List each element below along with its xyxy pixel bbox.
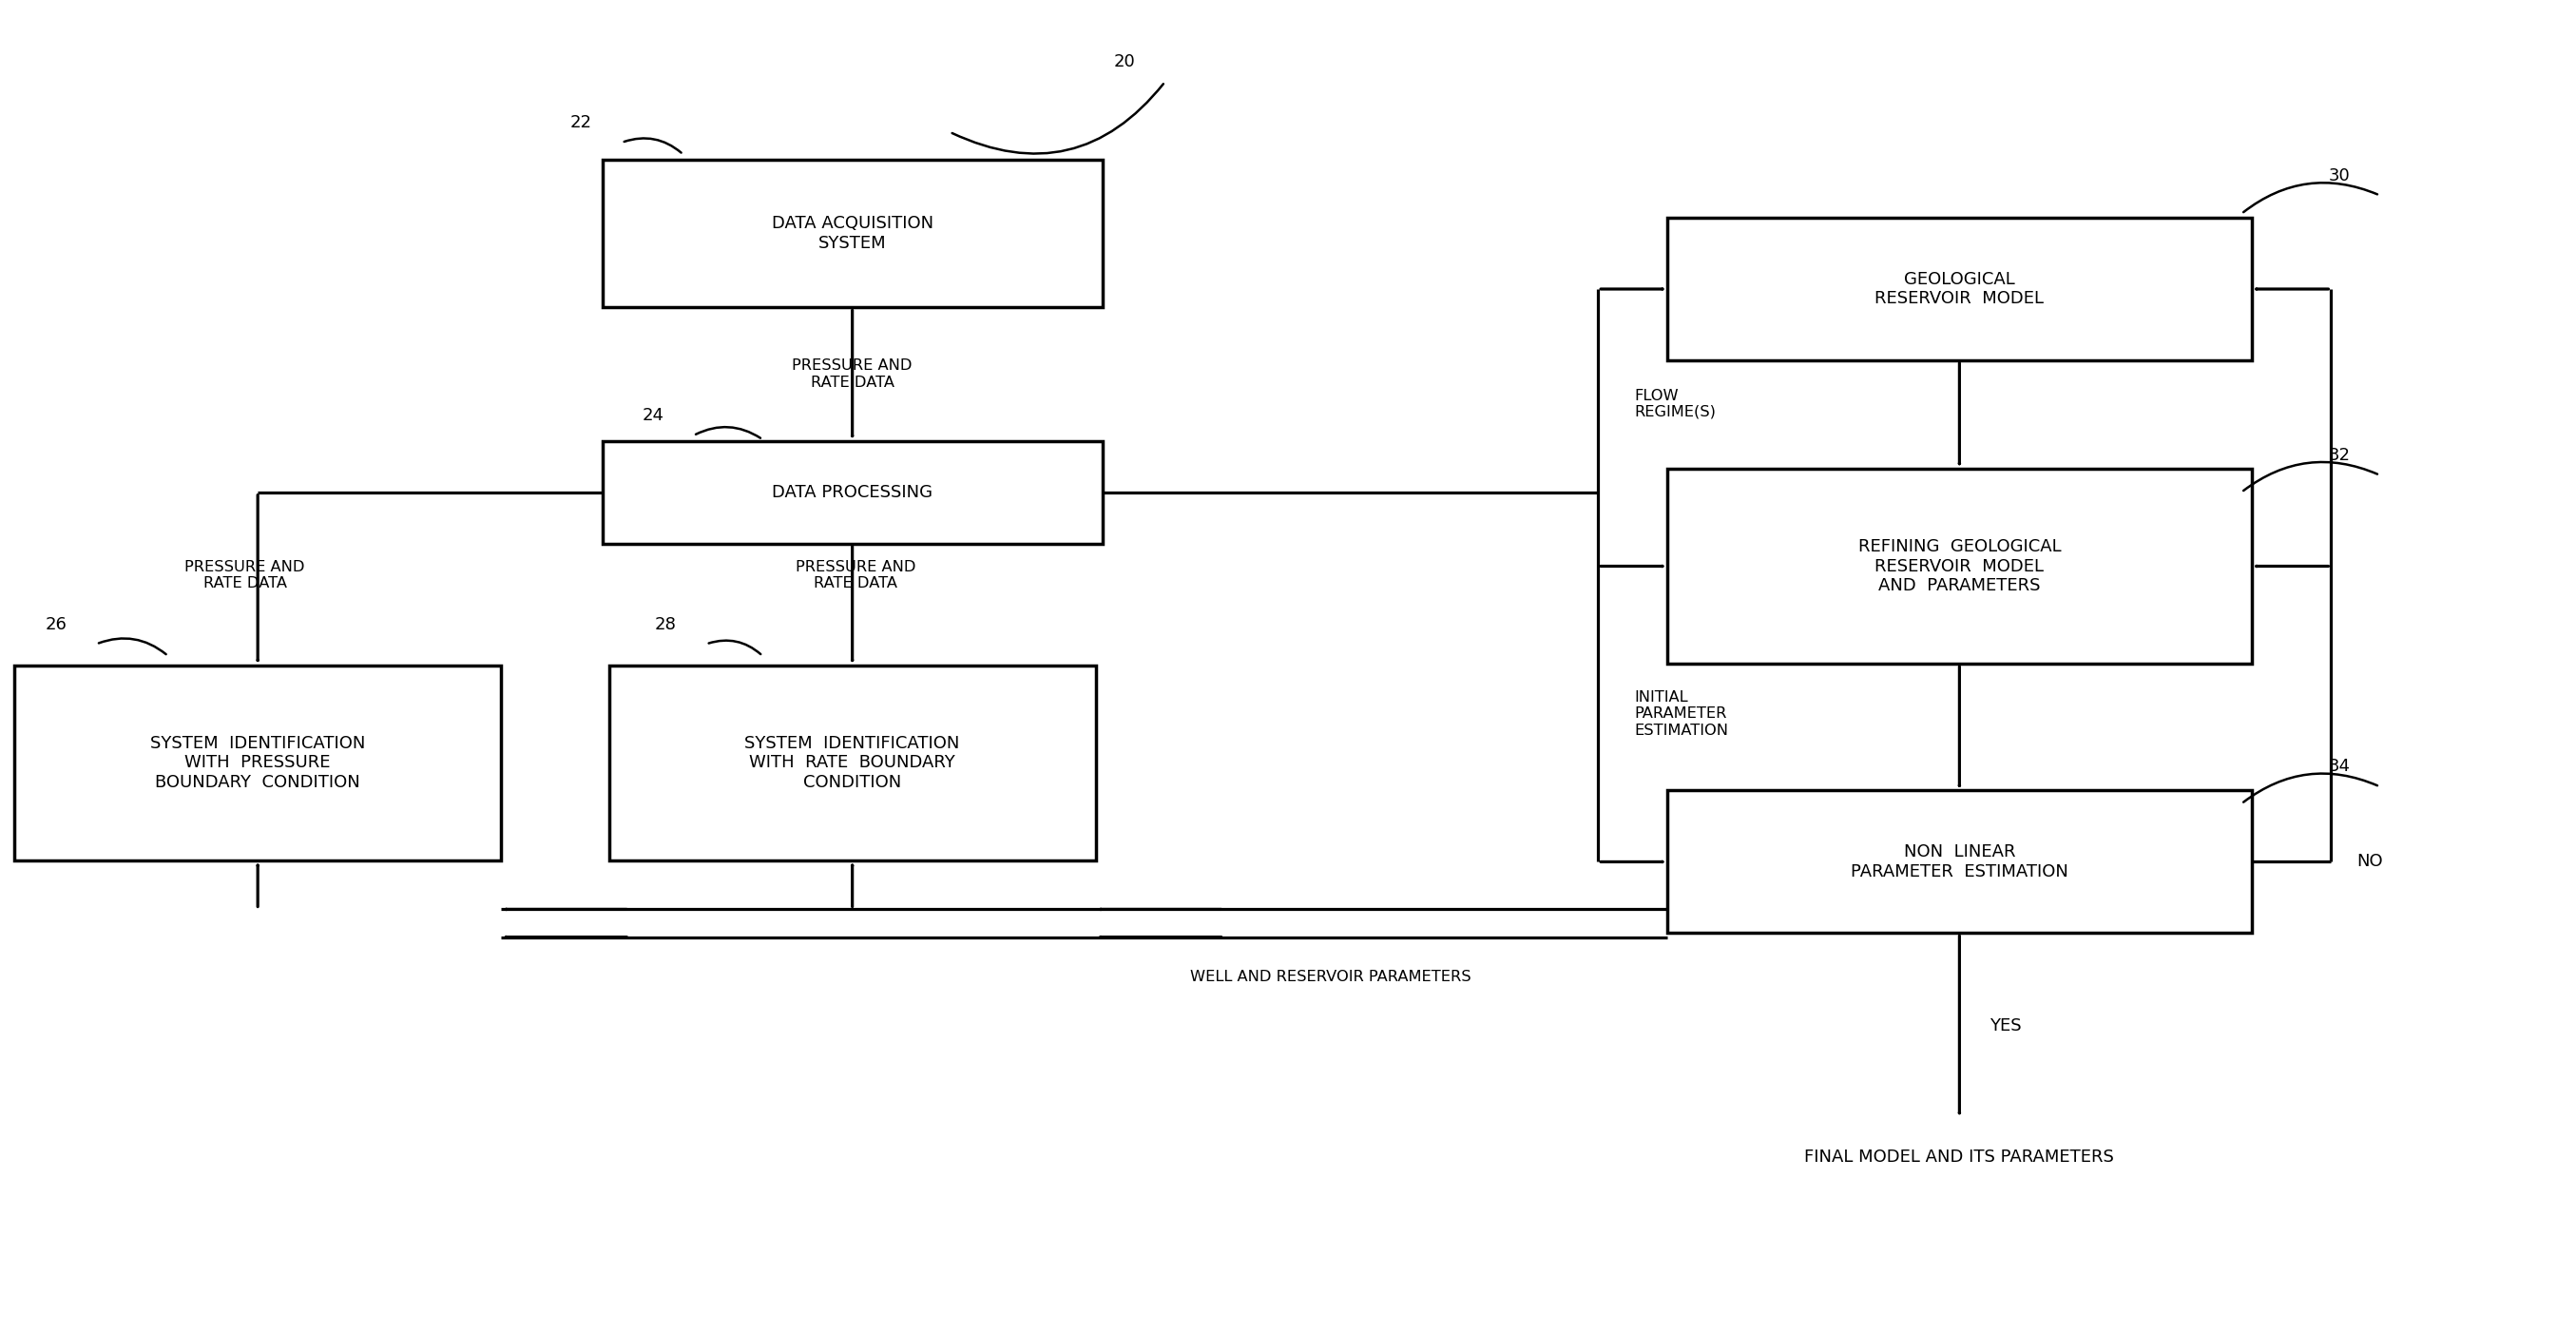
Text: 34: 34 <box>2329 758 2349 776</box>
Text: INITIAL
PARAMETER
ESTIMATION: INITIAL PARAMETER ESTIMATION <box>1633 690 1728 737</box>
Bar <box>608 665 1095 861</box>
Text: 26: 26 <box>44 616 67 633</box>
Text: PRESSURE AND
RATE DATA: PRESSURE AND RATE DATA <box>185 560 304 591</box>
Text: GEOLOGICAL
RESERVOIR  MODEL: GEOLOGICAL RESERVOIR MODEL <box>1875 271 2043 308</box>
Text: DATA PROCESSING: DATA PROCESSING <box>773 484 933 501</box>
Text: FLOW
REGIME(S): FLOW REGIME(S) <box>1633 388 1716 420</box>
Text: NON  LINEAR
PARAMETER  ESTIMATION: NON LINEAR PARAMETER ESTIMATION <box>1850 844 2069 880</box>
Text: SYSTEM  IDENTIFICATION
WITH  PRESSURE
BOUNDARY  CONDITION: SYSTEM IDENTIFICATION WITH PRESSURE BOUN… <box>149 734 366 792</box>
Bar <box>603 441 1103 544</box>
Text: REFINING  GEOLOGICAL
RESERVOIR  MODEL
AND  PARAMETERS: REFINING GEOLOGICAL RESERVOIR MODEL AND … <box>1857 537 2061 595</box>
Text: PRESSURE AND
RATE DATA: PRESSURE AND RATE DATA <box>793 359 912 389</box>
Text: 32: 32 <box>2329 447 2349 464</box>
Text: 30: 30 <box>2329 167 2349 184</box>
Text: NO: NO <box>2357 853 2383 870</box>
Bar <box>603 160 1103 308</box>
Text: FINAL MODEL AND ITS PARAMETERS: FINAL MODEL AND ITS PARAMETERS <box>1806 1149 2115 1166</box>
Text: 20: 20 <box>1113 53 1136 71</box>
Bar <box>15 665 502 861</box>
Bar <box>1667 468 2251 664</box>
Text: SYSTEM  IDENTIFICATION
WITH  RATE  BOUNDARY
CONDITION: SYSTEM IDENTIFICATION WITH RATE BOUNDARY… <box>744 734 961 792</box>
Text: 28: 28 <box>654 616 677 633</box>
Text: 24: 24 <box>641 407 665 424</box>
Bar <box>1667 217 2251 360</box>
Text: PRESSURE AND
RATE DATA: PRESSURE AND RATE DATA <box>796 560 914 591</box>
Text: WELL AND RESERVOIR PARAMETERS: WELL AND RESERVOIR PARAMETERS <box>1190 969 1471 984</box>
Bar <box>1667 790 2251 933</box>
Text: 22: 22 <box>569 115 592 132</box>
Text: YES: YES <box>1989 1017 2022 1034</box>
Text: DATA ACQUISITION
SYSTEM: DATA ACQUISITION SYSTEM <box>770 215 933 252</box>
